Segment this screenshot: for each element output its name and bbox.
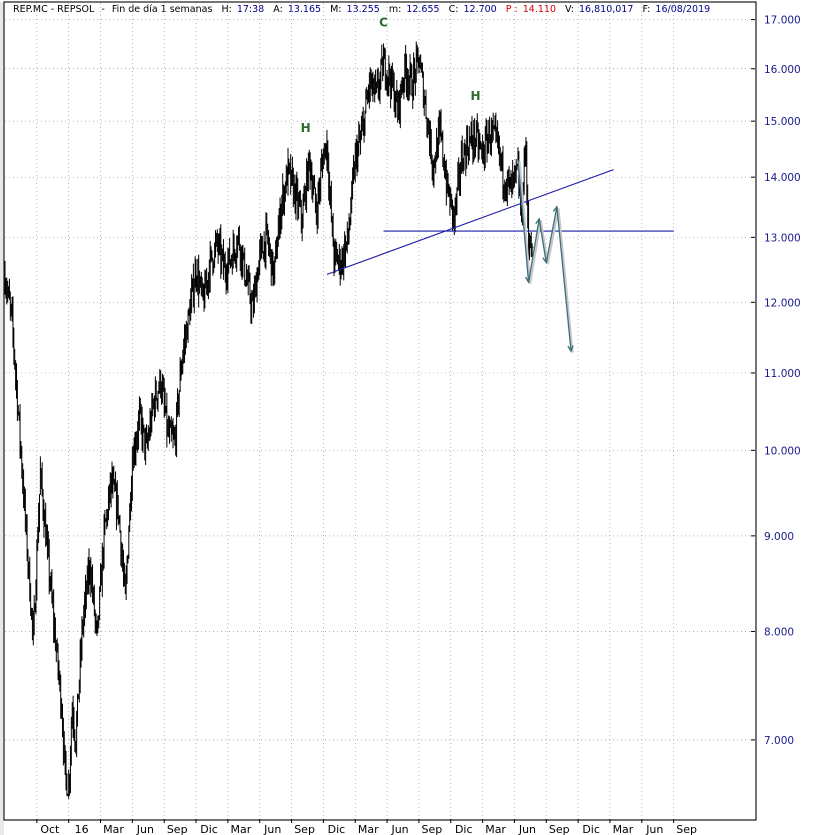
header-m-value: 13.255 (347, 4, 380, 15)
chart-header: REP.MC - REPSOL - Fin de día 1 semanas H… (13, 4, 710, 15)
x-tick-label: Sep (167, 823, 188, 835)
header-p-value: 14.110 (523, 4, 556, 15)
left-edge-strip (0, 2, 4, 835)
x-tick-label: Jun (518, 823, 536, 835)
pattern-label: H (470, 89, 480, 103)
projection-shadow (539, 220, 549, 265)
header-symbol: REP.MC - REPSOL (13, 4, 95, 15)
header-m-label: M: (330, 4, 341, 15)
header-separator: - (101, 4, 104, 15)
pattern-label: H (301, 121, 311, 135)
projection-arrowhead (567, 345, 574, 353)
y-tick-label: 12.000 (764, 297, 801, 309)
x-tick-label: Mar (103, 823, 124, 835)
y-tick-label: 11.000 (764, 368, 801, 380)
header-timeframe: Fin de día 1 semanas (112, 4, 213, 15)
projection-segment (527, 218, 540, 283)
x-tick-label: Sep (549, 823, 570, 835)
projection-shadow (528, 220, 542, 284)
trendlines (326, 169, 674, 275)
projection-shadow (546, 207, 560, 265)
x-tick-label: Mar (485, 823, 506, 835)
y-tick-label: 16.000 (764, 64, 801, 76)
x-tick-label: Dic (582, 823, 600, 835)
x-tick-label: Dic (328, 823, 346, 835)
y-tick-label: 15.000 (764, 116, 801, 128)
projection-segment (545, 206, 558, 263)
x-tick-label: Mar (613, 823, 634, 835)
x-tick-label: Sep (294, 823, 315, 835)
projection-shadow (557, 208, 574, 353)
svg-text:REP.MC - REPSOL -: REP.MC - REPSOL - Fin de día 1 semanas H… (13, 4, 710, 15)
projection-segment (517, 159, 530, 283)
header-h-value: 17:38 (237, 4, 264, 15)
header-h-label: H: (221, 4, 231, 15)
x-tick-label: Jun (136, 823, 154, 835)
y-tick-label: 9.000 (764, 531, 794, 543)
neckline-ascending (326, 169, 614, 275)
price-bars (3, 41, 534, 799)
header-mn-value: 12.655 (406, 4, 439, 15)
x-tick-label: Dic (455, 823, 473, 835)
y-axis-ticks: 7.000 8.000 9.000 10.000 11.000 12.000 13.000 1… (751, 15, 801, 747)
header-v-value: 16,810,017 (579, 4, 633, 15)
plot-frame (3, 1, 757, 821)
header-p-label: P : (506, 4, 518, 15)
pattern-labels: H C H (301, 16, 481, 135)
header-mn-label: m: (389, 4, 401, 15)
projection-path (517, 159, 574, 353)
header-v-label: V: (565, 4, 574, 15)
header-c-label: C: (449, 4, 459, 15)
x-tick-label: Mar (230, 823, 251, 835)
header-a-label: A: (273, 4, 283, 15)
header-f-value: 16/08/2019 (655, 4, 710, 15)
x-axis-ticks: Oct 16 Mar Jun Sep Dic Mar Jun Sep Dic Mar Jun Sep Di… (36, 819, 697, 835)
projection-segment (538, 218, 547, 263)
header-c-value: 12.700 (463, 4, 496, 15)
y-tick-label: 7.000 (764, 735, 794, 747)
x-tick-label: Jun (263, 823, 281, 835)
x-tick-label: Sep (676, 823, 697, 835)
x-tick-label: 16 (75, 823, 89, 835)
y-tick-label: 14.000 (764, 172, 801, 184)
x-tick-label: Jun (645, 823, 663, 835)
x-tick-label: Jun (390, 823, 408, 835)
x-tick-label: Oct (40, 823, 60, 835)
header-f-label: F: (642, 4, 650, 15)
gridlines (5, 3, 755, 819)
projection-segment (556, 206, 572, 352)
header-a-value: 13.165 (288, 4, 321, 15)
y-tick-label: 10.000 (764, 445, 801, 457)
x-tick-label: Sep (422, 823, 443, 835)
y-tick-label: 17.000 (764, 15, 801, 27)
projection-shadow (518, 161, 532, 284)
pattern-label: C (379, 16, 388, 30)
axes (0, 1, 757, 835)
x-tick-label: Mar (358, 823, 379, 835)
y-tick-label: 13.000 (764, 232, 801, 244)
x-tick-label: Dic (200, 823, 218, 835)
y-tick-label: 8.000 (764, 626, 794, 638)
